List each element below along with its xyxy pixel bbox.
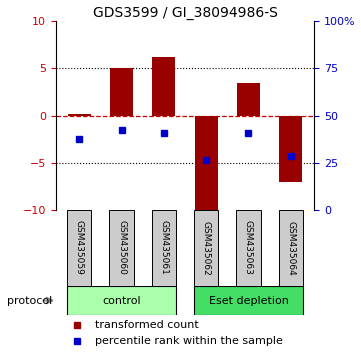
Bar bbox=[194, 286, 303, 315]
Bar bbox=[152, 57, 175, 116]
Text: GSM435059: GSM435059 bbox=[75, 221, 84, 275]
Bar bbox=[279, 116, 303, 182]
Bar bbox=[279, 210, 303, 286]
Bar bbox=[68, 114, 91, 116]
Bar bbox=[67, 210, 91, 286]
Text: control: control bbox=[102, 296, 141, 306]
Bar bbox=[110, 68, 133, 116]
Bar bbox=[237, 82, 260, 116]
Text: protocol: protocol bbox=[7, 296, 52, 306]
Bar bbox=[67, 286, 176, 315]
Text: GSM435064: GSM435064 bbox=[286, 221, 295, 275]
Text: GSM435063: GSM435063 bbox=[244, 221, 253, 275]
Bar bbox=[152, 210, 176, 286]
Text: GSM435062: GSM435062 bbox=[202, 221, 211, 275]
Text: GSM435061: GSM435061 bbox=[159, 221, 168, 275]
Text: Eset depletion: Eset depletion bbox=[209, 296, 288, 306]
Text: GSM435060: GSM435060 bbox=[117, 221, 126, 275]
Text: percentile rank within the sample: percentile rank within the sample bbox=[95, 336, 283, 346]
Text: transformed count: transformed count bbox=[95, 320, 199, 330]
Bar bbox=[236, 210, 261, 286]
Bar bbox=[109, 210, 134, 286]
Bar bbox=[195, 116, 218, 215]
Title: GDS3599 / GI_38094986-S: GDS3599 / GI_38094986-S bbox=[92, 6, 278, 20]
Bar bbox=[194, 210, 218, 286]
